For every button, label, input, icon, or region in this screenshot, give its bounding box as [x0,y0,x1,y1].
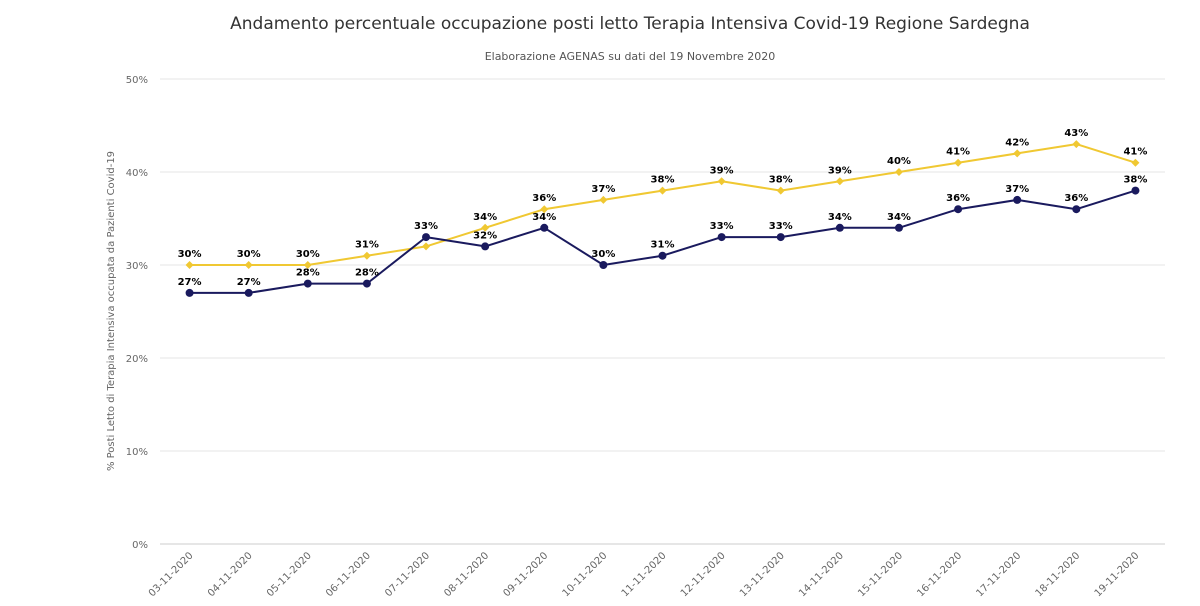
data-label: 38% [651,175,675,186]
data-label: 34% [473,212,497,223]
data-point [717,177,726,186]
y-tick-label: 40% [126,168,148,179]
data-point [422,242,431,251]
data-point [599,195,608,204]
data-label: 33% [710,221,734,232]
y-tick-label: 0% [132,540,148,551]
data-label: 33% [414,221,438,232]
y-tick-label: 50% [126,75,148,86]
data-label: 39% [710,165,734,176]
data-label: 41% [946,147,970,158]
data-point [658,251,667,260]
data-label: 31% [355,240,379,251]
x-tick-label: 06-11-2020 [324,550,373,599]
data-point [1013,149,1022,158]
data-point [185,261,194,269]
x-axis-ticks: 03-11-2020 04-11-2020 05-11-2020 06-11-2020… [147,550,1142,599]
data-label: 39% [828,165,852,176]
data-labels: 30% 30% 30% 31% 34% 36% 37% 38% 39% 38% 39% 40% 41% 4… [178,128,1148,288]
data-point [540,205,549,214]
x-tick-label: 04-11-2020 [206,550,255,599]
data-point [835,177,844,186]
data-point [1072,205,1081,214]
data-label: 30% [591,249,615,260]
y-tick-label: 20% [126,354,148,365]
data-label: 33% [769,221,793,232]
x-tick-label: 15-11-2020 [856,550,905,599]
x-tick-label: 16-11-2020 [915,550,964,599]
x-tick-label: 11-11-2020 [620,550,669,599]
data-point [954,158,963,167]
data-point [776,186,785,195]
data-point [658,186,667,195]
data-point [244,261,253,269]
data-point [362,279,371,288]
data-point [835,223,844,232]
data-label: 27% [178,277,202,288]
data-point [244,288,253,297]
series-group [185,140,1140,297]
data-point [303,279,312,288]
data-label: 36% [946,193,970,204]
x-tick-label: 07-11-2020 [383,550,432,599]
data-point [481,223,490,232]
data-label: 28% [296,268,320,279]
y-axis-ticks: 0% 10% 20% 30% 40% 50% [126,75,148,551]
data-label: 36% [532,193,556,204]
x-tick-label: 08-11-2020 [442,550,491,599]
y-tick-label: 10% [126,447,148,458]
data-point [1072,140,1081,149]
data-point [481,242,490,251]
data-point [422,233,431,242]
data-label: 30% [237,249,261,260]
x-tick-label: 13-11-2020 [738,550,787,599]
data-point [1013,195,1022,204]
x-tick-label: 18-11-2020 [1034,550,1083,599]
x-tick-label: 09-11-2020 [502,550,551,599]
x-tick-label: 17-11-2020 [974,550,1023,599]
data-label: 40% [887,156,911,167]
data-label: 32% [473,230,497,241]
data-label: 43% [1064,128,1088,139]
data-point [362,251,371,260]
data-label: 37% [591,184,615,195]
data-point [303,261,312,269]
data-label: 42% [1005,137,1029,148]
x-tick-label: 12-11-2020 [679,550,728,599]
data-label: 27% [237,277,261,288]
data-label: 30% [178,249,202,260]
data-point [776,233,785,242]
data-label: 31% [651,240,675,251]
data-point [1131,158,1140,167]
data-label: 34% [887,212,911,223]
data-point [540,223,549,232]
x-tick-label: 19-11-2020 [1093,550,1142,599]
x-tick-label: 14-11-2020 [797,550,846,599]
data-point [894,223,903,232]
x-tick-label: 03-11-2020 [147,550,196,599]
data-label: 37% [1005,184,1029,195]
chart-title: Andamento percentuale occupazione posti … [230,14,1030,34]
x-tick-label: 10-11-2020 [561,550,610,599]
data-label: 41% [1123,147,1147,158]
x-tick-label: 05-11-2020 [265,550,314,599]
data-point [717,233,726,242]
data-point [599,261,608,269]
y-tick-label: 30% [126,261,148,272]
data-label: 36% [1064,193,1088,204]
grid-lines [160,78,1165,545]
data-label: 28% [355,268,379,279]
data-point [894,168,903,176]
y-axis-label: % Posti Letto di Terapia Intensiva occup… [106,151,117,471]
data-point [185,288,194,297]
data-label: 34% [532,212,556,223]
data-point [954,205,963,214]
data-label: 38% [1123,175,1147,186]
data-label: 30% [296,249,320,260]
data-label: 34% [828,212,852,223]
data-point [1131,186,1140,195]
data-label: 38% [769,175,793,186]
chart-subtitle: Elaborazione AGENAS su dati del 19 Novem… [484,50,776,63]
